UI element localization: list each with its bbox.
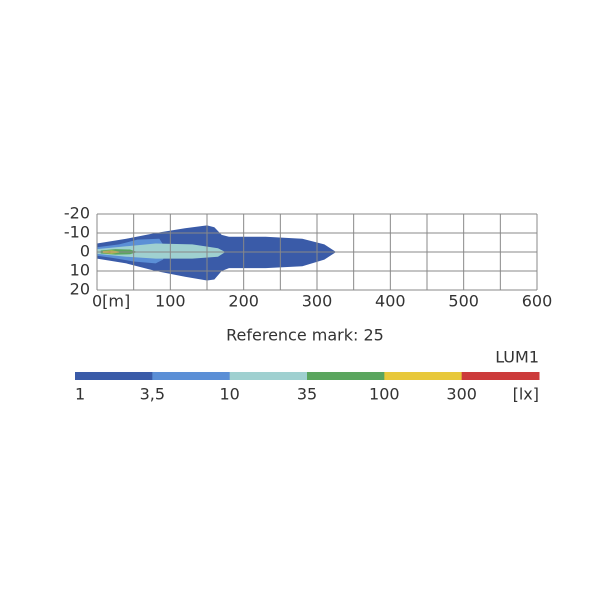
- y-tick-label: 20: [70, 280, 90, 299]
- x-tick-label: 400: [375, 292, 406, 311]
- colorbar-label: 100: [369, 385, 400, 404]
- colorbar-segment: [307, 372, 385, 380]
- annotation: Reference mark: 25: [226, 326, 384, 345]
- x-tick-label: 500: [448, 292, 479, 311]
- colorbar-label: 10: [219, 385, 239, 404]
- y-tick-label: -10: [64, 223, 90, 242]
- colorbar-segment: [75, 372, 153, 380]
- x-tick-label: 0[m]: [92, 292, 130, 311]
- colorbar-unit: [lx]: [513, 385, 539, 404]
- colorbar-segment: [461, 372, 540, 380]
- y-tick-label: 0: [80, 242, 90, 261]
- colorbar-label: 300: [446, 385, 477, 404]
- x-tick-label: 200: [228, 292, 259, 311]
- x-tick-label: 100: [155, 292, 186, 311]
- colorbar-label: 35: [297, 385, 317, 404]
- colorbar-label: 3,5: [140, 385, 165, 404]
- colorbar-segment: [152, 372, 231, 380]
- colorbar-segment: [384, 372, 463, 380]
- x-tick-label: 600: [522, 292, 553, 311]
- y-tick-label: -20: [64, 204, 90, 223]
- isolux-contour: [97, 243, 226, 259]
- colorbar-label: 1: [75, 385, 85, 404]
- colorbar-segment: [229, 372, 308, 380]
- y-tick-label: 10: [70, 261, 90, 280]
- colorbar-title: LUM1: [495, 348, 539, 367]
- x-tick-label: 300: [302, 292, 333, 311]
